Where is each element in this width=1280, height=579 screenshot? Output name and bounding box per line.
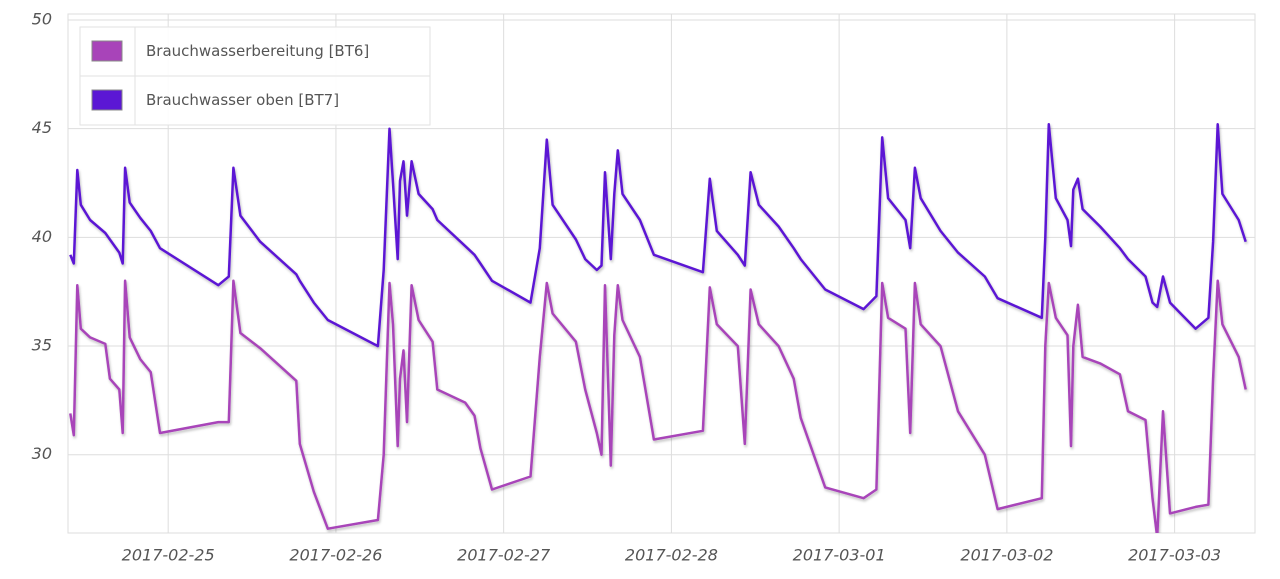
y-tick-label: 30 [32, 444, 52, 463]
x-tick-label: 2017-03-03 [1128, 546, 1221, 565]
x-tick-label: 2017-03-02 [960, 546, 1053, 565]
legend-swatch [91, 89, 123, 111]
y-tick-label: 35 [32, 336, 52, 355]
series-line [69, 279, 1247, 533]
legend-swatch [91, 40, 123, 62]
y-tick-label: 45 [32, 118, 52, 137]
x-tick-label: 2017-02-25 [122, 546, 215, 565]
x-tick-label: 2017-02-28 [625, 546, 718, 565]
x-tick-label: 2017-02-27 [457, 546, 551, 565]
legend-label: Brauchwasser oben [BT7] [146, 91, 339, 109]
legend-label: Brauchwasserbereitung [BT6] [146, 42, 369, 60]
plot-frame [67, 13, 1256, 534]
x-tick-label: 2017-03-01 [793, 546, 886, 565]
series-line [69, 123, 1247, 348]
y-tick-label: 50 [32, 10, 52, 29]
x-tick-label: 2017-02-26 [289, 546, 382, 565]
y-tick-label: 40 [32, 227, 52, 246]
